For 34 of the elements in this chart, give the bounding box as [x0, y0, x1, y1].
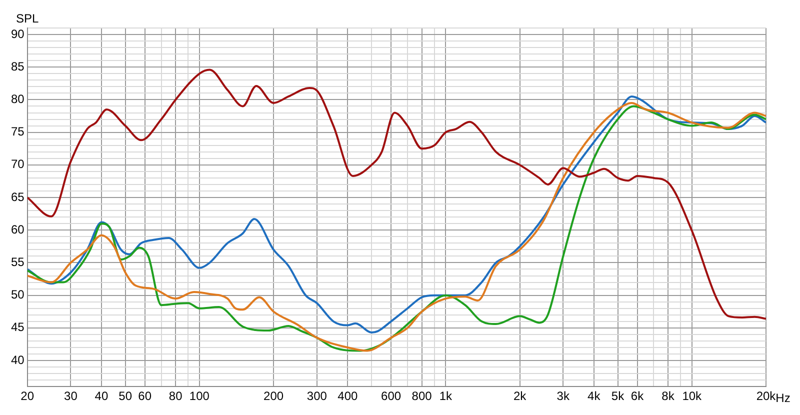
x-tick-label: 2k [513, 389, 528, 404]
x-tick-label: 20 [20, 389, 34, 404]
y-tick-label: 80 [10, 92, 25, 106]
y-axis-title: SPL [16, 11, 40, 26]
x-tick-label: 50 [118, 389, 132, 404]
y-tick-label: 70 [10, 157, 25, 172]
x-tick-label: 5k [611, 389, 626, 404]
y-tick-label: 65 [10, 190, 25, 204]
x-tick-label: 6k [630, 389, 645, 404]
x-tick-label: 10k [682, 389, 703, 404]
x-tick-label: 30 [64, 389, 78, 404]
y-tick-label: 60 [10, 222, 25, 236]
x-tick-label: 1k [439, 389, 453, 404]
x-tick-label: 100 [189, 389, 210, 404]
y-tick-label: 90 [10, 26, 25, 41]
x-tick-label: 20k [756, 389, 777, 404]
x-tick-label: 800 [412, 389, 432, 404]
x-tick-label: 80 [168, 389, 183, 404]
x-tick-label: 4k [588, 389, 602, 404]
x-axis-title: Hz [776, 390, 790, 405]
y-tick-label: 55 [10, 255, 25, 270]
x-tick-label: 200 [264, 389, 284, 404]
x-tick-label: 40 [94, 389, 108, 404]
x-tick-label: 3k [556, 389, 570, 404]
y-tick-label: 75 [10, 124, 25, 139]
x-tick-label: 8k [662, 389, 676, 404]
x-tick-label: 60 [138, 389, 152, 404]
y-tick-label: 40 [10, 352, 25, 367]
y-tick-label: 50 [10, 288, 25, 302]
y-tick-label: 45 [10, 320, 25, 334]
x-tick-label: 600 [381, 389, 402, 404]
x-tick-label: 400 [338, 389, 358, 404]
y-tick-label: 85 [10, 59, 25, 74]
x-tick-label: 300 [306, 389, 328, 404]
